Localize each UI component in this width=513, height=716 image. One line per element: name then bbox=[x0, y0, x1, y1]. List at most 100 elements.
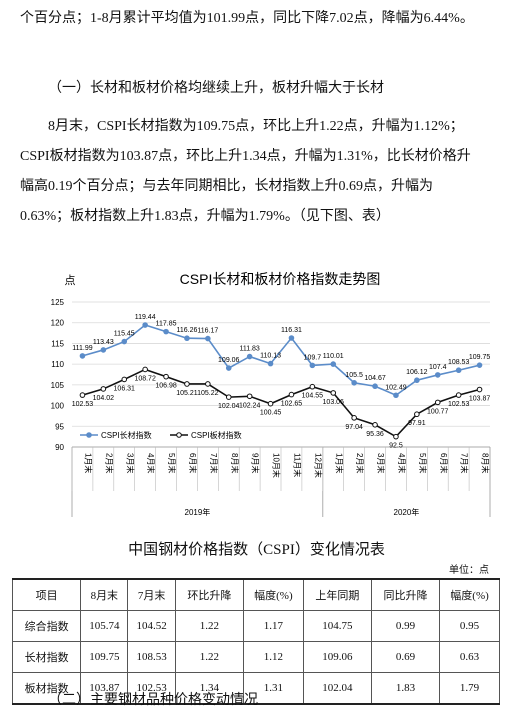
table-cell: 环比升降 bbox=[174, 578, 244, 611]
chart: CSPI长材和板材价格指数走势图 点 90 95 100 105 110 115 120 125 2… bbox=[51, 271, 491, 517]
table-cell: 0.63 bbox=[439, 641, 500, 673]
data-label: 97.04 bbox=[345, 424, 363, 431]
table-cell: 幅度(%) bbox=[439, 578, 500, 611]
table-cell: 0.95 bbox=[439, 610, 500, 642]
table-cell: 0.69 bbox=[370, 641, 441, 673]
data-label: 102.53 bbox=[72, 401, 94, 408]
paragraph: 8月末，CSPI长材指数为109.75点，环比上升1.22点，升幅为1.12%；… bbox=[20, 119, 471, 224]
data-label: 109.7 bbox=[304, 354, 322, 361]
data-label: 108.53 bbox=[448, 359, 470, 366]
data-label: 117.85 bbox=[156, 321, 177, 328]
table-cell: 1.22 bbox=[174, 641, 244, 673]
data-label: 92.5 bbox=[389, 443, 403, 450]
data-label: 106.12 bbox=[406, 369, 428, 376]
y-tick-label: 115 bbox=[51, 339, 64, 348]
data-point bbox=[163, 373, 169, 380]
x-tick-label: 8月末 bbox=[481, 453, 491, 473]
data-point bbox=[455, 392, 462, 398]
data-label: 113.43 bbox=[93, 339, 114, 346]
table-cell: 1.17 bbox=[242, 610, 304, 642]
y-tick-label: 120 bbox=[51, 319, 65, 328]
x-tick-label: 12月末 bbox=[313, 453, 323, 478]
legend-label: CSPI板材指数 bbox=[191, 430, 242, 440]
table-cell: 109.06 bbox=[302, 641, 372, 673]
data-point bbox=[184, 381, 190, 387]
table-row: 长材指数 109.75 108.53 1.22 1.12 109.06 0.69 0.63 bbox=[11, 641, 500, 673]
x-tick-label: 3月末 bbox=[125, 453, 135, 473]
data-label: 111.83 bbox=[239, 346, 259, 353]
data-point bbox=[205, 381, 211, 387]
data-point bbox=[414, 377, 420, 384]
data-label: 109.06 bbox=[218, 357, 240, 364]
data-label: 116.26 bbox=[177, 327, 198, 334]
data-point bbox=[79, 353, 86, 359]
table-cell: 7月末 bbox=[127, 578, 176, 611]
table-cell: 项目 bbox=[11, 578, 82, 611]
data-point bbox=[100, 386, 107, 392]
data-point bbox=[372, 421, 378, 428]
table-cell: 104.52 bbox=[127, 610, 176, 642]
data-label: 102.49 bbox=[385, 384, 407, 391]
table-cell: 同比升降 bbox=[370, 578, 441, 611]
table-cell: 8月末 bbox=[80, 578, 129, 611]
data-point bbox=[288, 335, 295, 341]
data-label: 103.06 bbox=[323, 399, 345, 406]
data-point bbox=[246, 353, 253, 360]
data-label: 102.65 bbox=[281, 401, 303, 408]
data-label: 106.31 bbox=[114, 385, 136, 392]
data-point bbox=[205, 335, 211, 342]
table-cell: 上年同期 bbox=[302, 578, 372, 611]
data-label: 116.17 bbox=[197, 328, 218, 335]
data-point bbox=[309, 383, 316, 390]
data-point bbox=[434, 372, 441, 378]
x-tick-label: 6月末 bbox=[439, 453, 449, 473]
table-cell: 104.75 bbox=[302, 610, 372, 642]
data-point bbox=[330, 361, 337, 367]
x-tick-label: 2月末 bbox=[355, 453, 365, 473]
table-cell: 108.53 bbox=[127, 641, 176, 673]
data-point bbox=[476, 386, 483, 393]
data-point bbox=[225, 365, 232, 371]
data-label: 116.31 bbox=[281, 327, 302, 334]
data-point bbox=[246, 393, 253, 400]
y-tick-label: 95 bbox=[55, 422, 64, 431]
data-label: 107.4 bbox=[429, 364, 447, 371]
data-label: 105.5 bbox=[345, 372, 363, 379]
data-label: 104.55 bbox=[302, 393, 324, 400]
x-tick-label: 7月末 bbox=[209, 453, 219, 473]
x-tick-label: 8月末 bbox=[230, 453, 240, 473]
table-cell: 幅度(%) bbox=[242, 578, 304, 611]
series-line bbox=[82, 324, 480, 397]
table-cell: 1.22 bbox=[174, 610, 244, 642]
x-tick-label: 1月末 bbox=[334, 453, 344, 473]
data-point bbox=[393, 392, 399, 399]
data-point bbox=[267, 360, 274, 367]
table-cell: 1.31 bbox=[242, 672, 304, 705]
data-label: 115.45 bbox=[114, 331, 135, 338]
data-label: 103.87 bbox=[469, 396, 491, 403]
data-point bbox=[434, 399, 441, 406]
paragraph: 个百分点；1-8月累计平均值为101.99点，同比下降7.02点，降幅为6.44… bbox=[20, 11, 474, 26]
data-label: 104.67 bbox=[364, 375, 386, 382]
data-label: 102.24 bbox=[239, 402, 261, 409]
table: 项目 8月末 7月末 环比升降 幅度(%) 上年同期 同比升降 幅度(%) 综合指数 105.74… bbox=[11, 578, 500, 705]
y-tick-label: 90 bbox=[55, 443, 64, 452]
table-cell: 1.83 bbox=[370, 672, 441, 705]
x-tick-label: 11月末 bbox=[292, 453, 302, 477]
series-line bbox=[82, 368, 480, 438]
y-tick-label: 110 bbox=[51, 360, 64, 369]
legend-marker bbox=[86, 432, 92, 438]
data-label: 95.36 bbox=[366, 431, 384, 438]
data-label: 102.04 bbox=[218, 403, 240, 410]
data-point bbox=[121, 338, 128, 345]
data-label: 97.91 bbox=[408, 420, 426, 427]
data-point bbox=[351, 415, 357, 421]
data-point bbox=[476, 362, 483, 368]
data-label: 102.53 bbox=[448, 401, 470, 408]
y-axis-label: 点 bbox=[65, 274, 76, 287]
x-tick-label: 9月末 bbox=[251, 453, 261, 473]
x-tick-label: 4月末 bbox=[146, 453, 156, 473]
table-row: 综合指数 105.74 104.52 1.22 1.17 104.75 0.99 0.95 bbox=[11, 610, 500, 642]
data-label: 105.22 bbox=[197, 390, 219, 397]
data-label: 104.02 bbox=[93, 395, 115, 402]
